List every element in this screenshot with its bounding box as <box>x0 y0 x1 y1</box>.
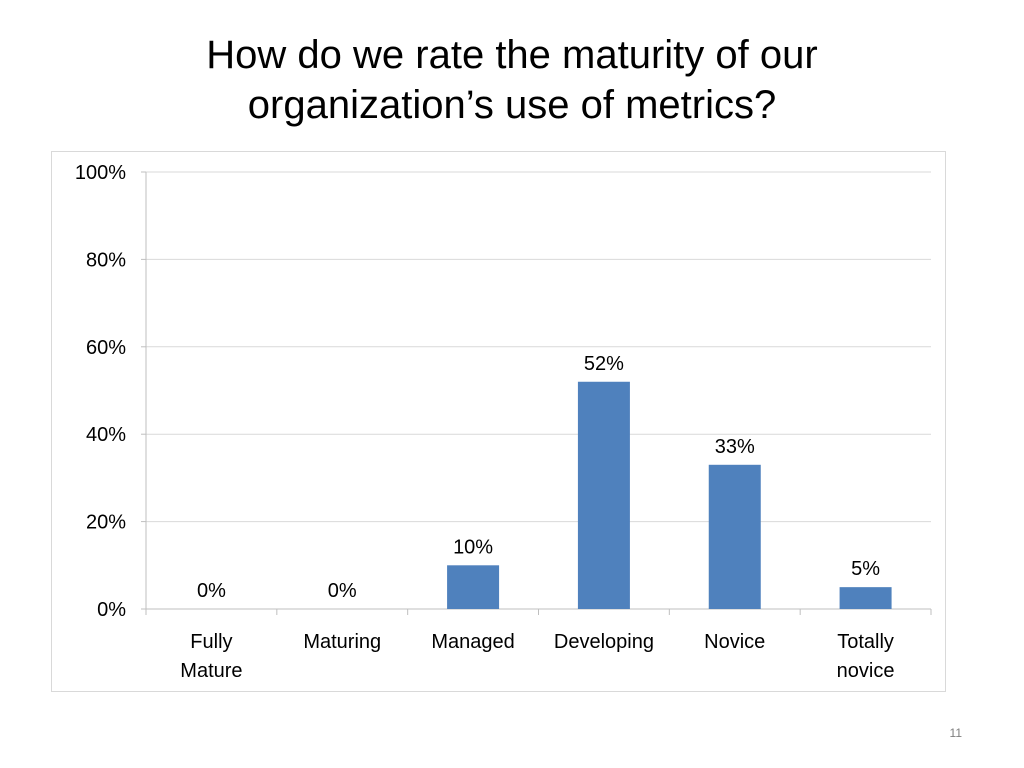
category-label-line: novice <box>837 660 895 682</box>
category-label-line: Managed <box>431 631 514 653</box>
category-label-line: Developing <box>554 631 654 653</box>
category-label-line: Fully <box>190 631 232 653</box>
category-label-line: Mature <box>180 660 242 682</box>
bar <box>708 464 761 609</box>
slide-title-line-2: organization’s use of metrics? <box>247 83 777 127</box>
data-label: 33% <box>715 436 755 458</box>
category-label: Developing <box>554 631 654 653</box>
category-label: Managed <box>431 631 514 653</box>
category-label-line: Totally <box>837 631 894 653</box>
category-label: Totally novice <box>837 631 895 682</box>
y-tick-label: 0% <box>97 599 126 621</box>
data-label: 0% <box>328 580 357 602</box>
category-label-line: Maturing <box>303 631 381 653</box>
data-label: 5% <box>851 558 880 580</box>
category-label: Fully Mature <box>180 631 242 682</box>
data-label: 0% <box>197 580 226 602</box>
data-label: 10% <box>453 536 493 558</box>
y-tick-label: 60% <box>86 337 126 359</box>
slide-title-line-1: How do we rate the maturity of our <box>206 33 818 77</box>
bar <box>577 381 630 609</box>
slide-number: 11 <box>949 726 962 740</box>
category-label: Novice <box>704 631 765 653</box>
y-tick-label: 100% <box>75 162 126 184</box>
category-label: Maturing <box>303 631 381 653</box>
category-label-line: Novice <box>704 631 765 653</box>
data-label: 52% <box>584 353 624 375</box>
slide-title: How do we rate the maturity of our organ… <box>60 30 964 130</box>
bar <box>839 587 892 609</box>
y-tick-label: 20% <box>86 512 126 534</box>
y-tick-label: 80% <box>86 249 126 271</box>
y-tick-label: 40% <box>86 424 126 446</box>
bar <box>447 565 500 609</box>
